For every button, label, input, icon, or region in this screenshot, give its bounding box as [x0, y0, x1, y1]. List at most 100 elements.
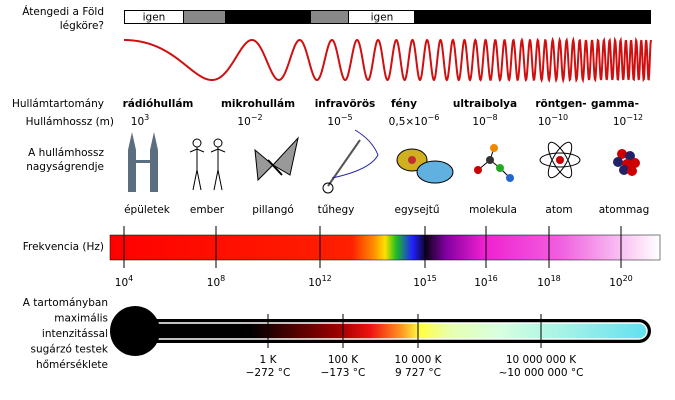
wavelength-exp: 3	[144, 113, 149, 122]
icon-buildings	[128, 132, 158, 192]
band-name: röntgen-	[535, 98, 586, 110]
object-label: pillangó	[252, 204, 294, 216]
band-name: ultraibolya	[453, 98, 517, 110]
temp-celsius: 9 727 °C	[395, 367, 441, 379]
wavelength: 10−10	[538, 113, 568, 129]
atm-answer: nem	[256, 12, 279, 24]
atom-ball	[490, 144, 498, 152]
row-label: intenzitással	[42, 328, 108, 340]
atom-ball	[486, 156, 494, 164]
wavelength-base: 10	[472, 116, 485, 128]
icon-needle	[322, 129, 379, 194]
wavelength: 10−5	[327, 113, 352, 129]
frequency-label-base: 10	[413, 277, 426, 289]
wavelength-exp: −6	[428, 113, 440, 122]
wavelength: 0,5×10−6	[389, 113, 440, 129]
frequency-label-exp: 20	[623, 274, 633, 283]
bonds	[477, 147, 511, 179]
frequency-label-base: 10	[609, 277, 622, 289]
temp-celsius: ~10 000 000 °C	[499, 367, 584, 379]
icon-cell	[396, 148, 454, 184]
wing	[254, 136, 299, 182]
frequency-label: 1012	[308, 274, 332, 290]
body	[210, 147, 226, 191]
frequency-bar	[109, 234, 661, 261]
icon-nucleus	[613, 149, 640, 176]
frequency-label: 1020	[609, 274, 633, 290]
icon-people	[189, 138, 226, 191]
icon-butterfly	[254, 136, 299, 182]
nucleon	[627, 166, 637, 176]
temp-kelvin: 10 000 000 K	[506, 354, 577, 366]
frequency-label-base: 10	[474, 277, 487, 289]
atom-ball	[496, 164, 504, 172]
row-label: A hullámhossz	[28, 147, 104, 159]
frequency-label-base: 10	[207, 277, 220, 289]
atm-label: légköre?	[60, 20, 104, 32]
wavelength: 10−2	[237, 113, 262, 129]
temp-celsius: −173 °C	[321, 367, 366, 379]
frequency-label-exp: 16	[488, 274, 498, 283]
wavelength-base: 0,5×10	[389, 116, 428, 128]
frequency-label-base: 10	[308, 277, 321, 289]
frequency-label-exp: 18	[551, 274, 561, 283]
tower	[128, 132, 136, 192]
icon-molecule	[474, 144, 514, 182]
object-label: ember	[190, 204, 225, 216]
frequency-label: 1018	[537, 274, 561, 290]
frequency-label-exp: 12	[322, 274, 332, 283]
wavelength-exp: −8	[486, 113, 498, 122]
band-name: infravörös	[315, 98, 376, 110]
icon-atom	[539, 141, 581, 179]
butterfly-body	[267, 159, 283, 176]
orbit	[547, 141, 573, 179]
row-label: sugárzó testek	[30, 344, 108, 356]
wavelength: 10−12	[613, 113, 643, 129]
band-name: rádióhullám	[123, 98, 194, 110]
atom-ball	[506, 174, 514, 182]
nucleon	[613, 157, 623, 167]
orbit	[547, 141, 573, 179]
nucleon	[617, 149, 627, 159]
object-label: épületek	[124, 204, 171, 216]
wavelength-exp: −10	[551, 113, 568, 122]
wavelength-base: 10	[237, 116, 250, 128]
nucleon	[625, 151, 635, 161]
row-label: maximális	[54, 313, 108, 325]
atom-core	[556, 156, 564, 164]
needle	[327, 139, 361, 187]
object-label: tűhegy	[318, 204, 355, 216]
frequency-label-exp: 15	[427, 274, 437, 283]
atom-ball	[474, 166, 482, 174]
object-label: atommag	[599, 204, 650, 216]
wavelength-exp: −5	[341, 113, 353, 122]
orbit	[539, 152, 581, 168]
row-label: Hullámtartomány	[12, 98, 104, 110]
frequency-label: 1015	[413, 274, 437, 290]
nucleon	[619, 165, 629, 175]
atm-answer: igen	[371, 12, 394, 24]
atm-segment	[311, 11, 348, 23]
wavelength-base: 10	[131, 116, 144, 128]
band-name: mikrohullám	[221, 98, 295, 110]
cell2	[416, 160, 454, 184]
atm-segment	[184, 11, 225, 23]
frequency-label-exp: 8	[220, 274, 225, 283]
wavelength-exp: −2	[251, 113, 263, 122]
nucleus	[408, 156, 416, 164]
head	[213, 138, 223, 148]
wavelength-base: 10	[613, 116, 626, 128]
frequency-label-exp: 4	[128, 274, 133, 283]
body	[189, 147, 205, 191]
thread	[331, 129, 379, 179]
temp-kelvin: 10 000 K	[395, 354, 443, 366]
content: Átengedi a Föld légköre? igen nem igen nem Hul…	[12, 5, 661, 379]
object-label: molekula	[469, 204, 517, 216]
thermo-bulb	[110, 306, 160, 356]
wavelength-base: 10	[327, 116, 340, 128]
tower	[150, 132, 158, 192]
thermo-fill	[149, 322, 648, 340]
frequency-label-base: 10	[115, 277, 128, 289]
object-label: egysejtű	[395, 204, 440, 216]
atm-segment	[125, 11, 183, 23]
